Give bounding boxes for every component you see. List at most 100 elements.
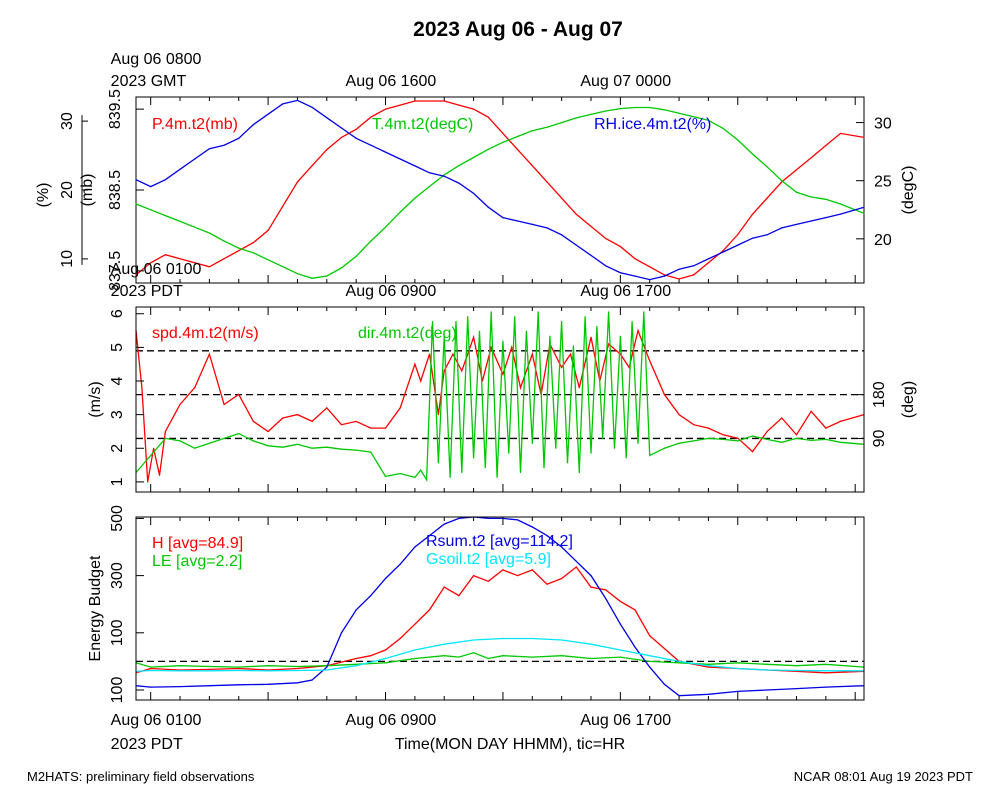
data-point (478, 330, 481, 332)
data-point (443, 643, 445, 645)
panel-top: 837.5838.5839.5(mb)102030(%)202530(degC)… (35, 51, 917, 291)
data-point (135, 203, 137, 205)
data-point (751, 213, 754, 215)
data-point (238, 393, 240, 396)
data-point (531, 130, 533, 132)
data-point (355, 609, 357, 611)
data-point (194, 447, 196, 449)
data-point (810, 410, 812, 412)
data-point (839, 441, 842, 443)
data-point (223, 144, 225, 146)
data-point (625, 457, 627, 459)
data-point (252, 252, 254, 254)
data-point (590, 575, 592, 577)
y-tick-label: 5 (109, 343, 126, 352)
data-point (458, 656, 460, 658)
data-point (135, 179, 137, 181)
data-point (355, 657, 357, 660)
top-time-label: Aug 06 1600 (346, 73, 437, 90)
data-point (649, 266, 651, 268)
data-point (267, 665, 269, 667)
x-axis-label: Time(MON DAY HHMM), tic=HR (395, 736, 625, 753)
footer-right: NCAR 08:01 Aug 19 2023 PDT (794, 769, 973, 784)
data-point (296, 443, 299, 445)
data-point (751, 435, 754, 437)
data-point (473, 336, 475, 338)
data-point (267, 683, 269, 685)
data-point (546, 227, 548, 229)
data-point (282, 417, 284, 419)
data-point (781, 441, 783, 443)
data-point (164, 437, 166, 439)
data-point (649, 360, 651, 362)
data-point (590, 113, 592, 115)
data-point (502, 217, 504, 219)
data-point (311, 679, 313, 681)
data-point (458, 165, 460, 167)
data-point (634, 646, 636, 648)
data-point (238, 667, 240, 670)
data-point (678, 278, 680, 280)
data-point (141, 387, 143, 389)
data-point (825, 672, 827, 674)
data-point (414, 476, 416, 478)
data-point (355, 663, 357, 665)
top-time-label: Aug 07 0000 (580, 73, 671, 90)
data-point (619, 335, 622, 337)
y-tick-label: 20 (59, 181, 76, 199)
data-point (399, 472, 401, 475)
data-point (443, 335, 445, 337)
data-point (458, 595, 460, 597)
data-point (355, 449, 357, 451)
data-point (619, 108, 622, 110)
data-point (223, 258, 225, 260)
data-point (519, 471, 522, 474)
data-point (208, 685, 210, 687)
data-point (443, 175, 445, 177)
data-point (296, 669, 299, 672)
x-tick-label: Aug 06 1700 (580, 712, 671, 729)
data-point (238, 684, 240, 686)
data-point (707, 693, 710, 695)
panel-middle: 1 2 3 4 5 6 (m/s) 90 180 (deg) Aug 06 0100 2023 PDT… (87, 261, 917, 493)
data-point (384, 649, 387, 651)
data-point (487, 116, 489, 118)
data-point (399, 104, 401, 106)
panel-bottom: 100 100 300 500 Energy Budget Aug 06 0100 2023… (87, 505, 865, 753)
data-point (561, 655, 563, 657)
data-point (575, 117, 577, 119)
data-point (863, 212, 865, 214)
top-time-label: Aug 06 1700 (580, 283, 671, 300)
data-point (707, 427, 710, 429)
data-point (766, 166, 768, 168)
data-point (296, 667, 299, 670)
data-point (473, 652, 475, 654)
data-point (443, 370, 445, 372)
data-point (458, 104, 460, 106)
legend-entry: RH.ice.4m.t2(%) (594, 116, 711, 133)
data-point (238, 137, 240, 139)
data-point (414, 657, 416, 660)
top-time-label: Aug 06 0100 (111, 261, 202, 278)
data-point (546, 583, 548, 585)
data-point (384, 662, 387, 664)
data-point (355, 255, 357, 257)
data-point (179, 665, 181, 667)
data-point (452, 353, 454, 355)
data-point (517, 149, 519, 151)
data-point (575, 560, 577, 562)
data-point (384, 151, 387, 153)
y-axis-label-degc: (degC) (900, 166, 917, 215)
data-point (487, 517, 489, 520)
data-point (649, 666, 651, 668)
y-tick-label: 100 (109, 677, 126, 704)
data-point (311, 277, 313, 279)
data-point (863, 136, 865, 138)
data-point (296, 665, 299, 668)
y-tick-label: 10 (59, 250, 76, 268)
data-point (519, 387, 522, 389)
data-point (420, 380, 422, 382)
top-time-label: Aug 06 0900 (346, 283, 437, 300)
data-point (311, 106, 313, 108)
